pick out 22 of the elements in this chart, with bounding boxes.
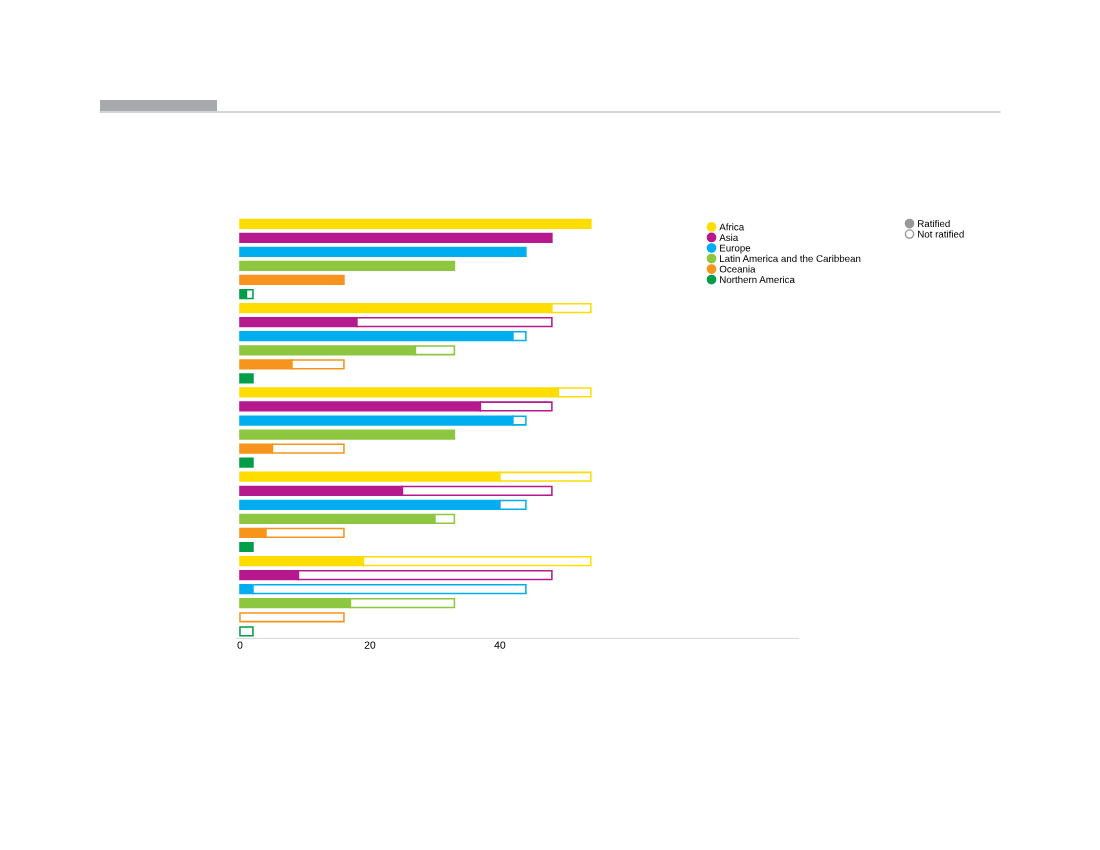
bar bbox=[239, 429, 456, 440]
annotation: Europe bbox=[720, 244, 751, 254]
x-tick-label: 20 bbox=[364, 641, 376, 649]
bar bbox=[239, 457, 254, 468]
bar bbox=[239, 626, 254, 637]
bar bbox=[239, 541, 254, 553]
x-tick-label: 40 bbox=[494, 641, 506, 649]
bar bbox=[239, 246, 527, 258]
x-tick-label: 0 bbox=[237, 641, 243, 649]
bar bbox=[239, 232, 553, 243]
text: Not ratified bbox=[918, 230, 964, 238]
bar bbox=[239, 218, 592, 229]
bar bbox=[239, 612, 345, 623]
text: Ratified bbox=[918, 219, 950, 228]
annotation: Oceania bbox=[719, 265, 756, 273]
bar bbox=[239, 260, 456, 272]
annotation: Africa bbox=[719, 223, 745, 231]
annotation: Northern America bbox=[720, 275, 795, 284]
annotation: Asia bbox=[719, 233, 739, 241]
bar bbox=[239, 274, 345, 286]
annotation: Latin America and the Caribbean bbox=[720, 254, 861, 263]
bar bbox=[239, 373, 254, 384]
